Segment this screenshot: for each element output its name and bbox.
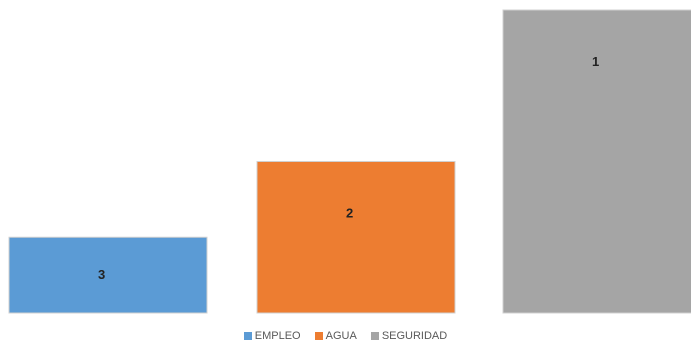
legend-swatch-agua [314,332,323,340]
legend-swatch-seguridad [370,332,379,340]
bar-agua [256,161,456,314]
legend-swatch-empleo [243,332,252,340]
legend-item-empleo: EMPLEO [243,330,301,342]
legend-item-agua: AGUA [314,330,357,342]
bar-chart: 3 2 1 [8,9,691,314]
data-label-empleo: 3 [98,267,105,282]
legend-label-seguridad: SEGURIDAD [381,330,448,342]
legend: EMPLEO AGUA SEGURIDAD [0,330,691,342]
data-label-seguridad: 1 [592,54,599,69]
legend-item-seguridad: SEGURIDAD [370,330,448,342]
bar-seguridad [502,9,691,314]
data-label-agua: 2 [346,206,353,221]
legend-label-agua: AGUA [325,330,357,342]
bars-group: 3 2 1 [8,9,691,314]
bar-empleo [8,236,208,314]
legend-label-empleo: EMPLEO [254,330,301,342]
